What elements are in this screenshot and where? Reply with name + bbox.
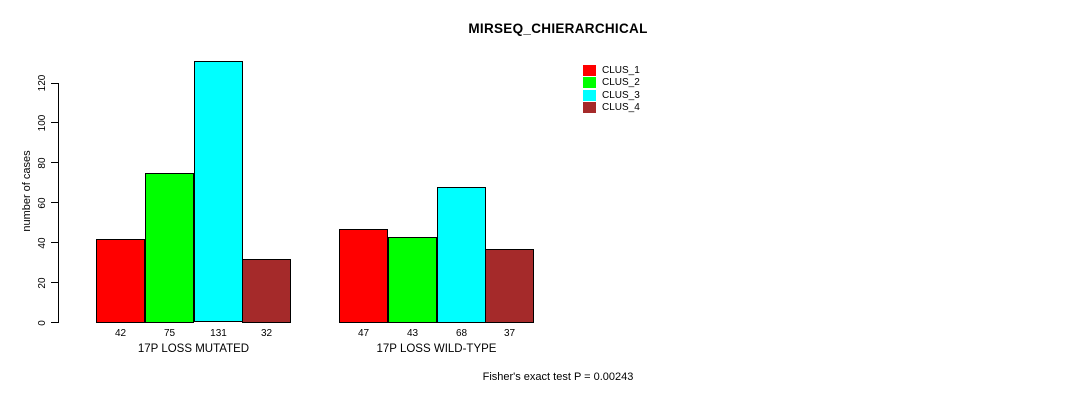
y-axis-tick-label: 100 [36, 114, 48, 132]
legend-label: CLUS_3 [602, 89, 640, 101]
legend: CLUS_1 CLUS_2 CLUS_3 CLUS_4 [583, 64, 640, 114]
bar-clus_4 [485, 249, 534, 323]
bar-clus_3 [194, 61, 243, 322]
y-axis-tick-mark [51, 162, 58, 164]
legend-row: CLUS_4 [583, 102, 640, 115]
bar-value-label: 43 [406, 328, 419, 339]
y-axis-tick-label: 80 [36, 157, 48, 169]
bar-value-label: 47 [357, 328, 370, 339]
bar-value-label: 131 [210, 328, 227, 339]
bar-clus_1 [339, 229, 388, 323]
y-axis-tick-mark [51, 122, 58, 124]
legend-swatch-icon [583, 102, 596, 114]
bar-clus_3 [437, 187, 486, 323]
y-axis-line [58, 83, 59, 323]
group-label: 17P LOSS WILD-TYPE [376, 343, 497, 355]
y-axis-tick-mark [51, 282, 58, 284]
bar-clus_1 [96, 239, 145, 323]
chart-title: MIRSEQ_CHIERARCHICAL [468, 21, 648, 36]
bar-clus_2 [388, 237, 437, 323]
fisher-test-annotation: Fisher's exact test P = 0.00243 [482, 371, 634, 383]
y-axis-tick-label: 120 [36, 74, 48, 92]
bar-value-label: 68 [455, 328, 468, 339]
legend-label: CLUS_4 [602, 102, 640, 114]
bar-value-label: 32 [260, 328, 273, 339]
legend-row: CLUS_2 [583, 77, 640, 90]
bar-clus_4 [242, 259, 291, 323]
y-axis-tick-label: 60 [36, 197, 48, 209]
legend-swatch-icon [583, 77, 596, 89]
y-axis-title: number of cases [21, 150, 33, 232]
legend-row: CLUS_1 [583, 64, 640, 77]
y-axis-tick-label: 20 [36, 277, 48, 289]
legend-label: CLUS_1 [602, 64, 640, 76]
legend-row: CLUS_3 [583, 89, 640, 102]
legend-label: CLUS_2 [602, 77, 640, 89]
bar-value-label: 37 [503, 328, 516, 339]
legend-swatch-icon [583, 89, 596, 101]
y-axis-tick-label: 0 [36, 319, 48, 326]
bar-value-label: 42 [114, 328, 127, 339]
bar-clus_2 [145, 173, 194, 323]
y-axis-tick-mark [51, 322, 58, 323]
y-axis-tick-mark [51, 82, 58, 84]
y-axis-tick-mark [51, 202, 58, 204]
y-axis-tick-mark [51, 242, 58, 244]
bar-value-label: 75 [163, 328, 176, 339]
group-label: 17P LOSS MUTATED [137, 343, 250, 355]
legend-swatch-icon [583, 64, 596, 76]
y-axis-tick-label: 40 [36, 237, 48, 249]
